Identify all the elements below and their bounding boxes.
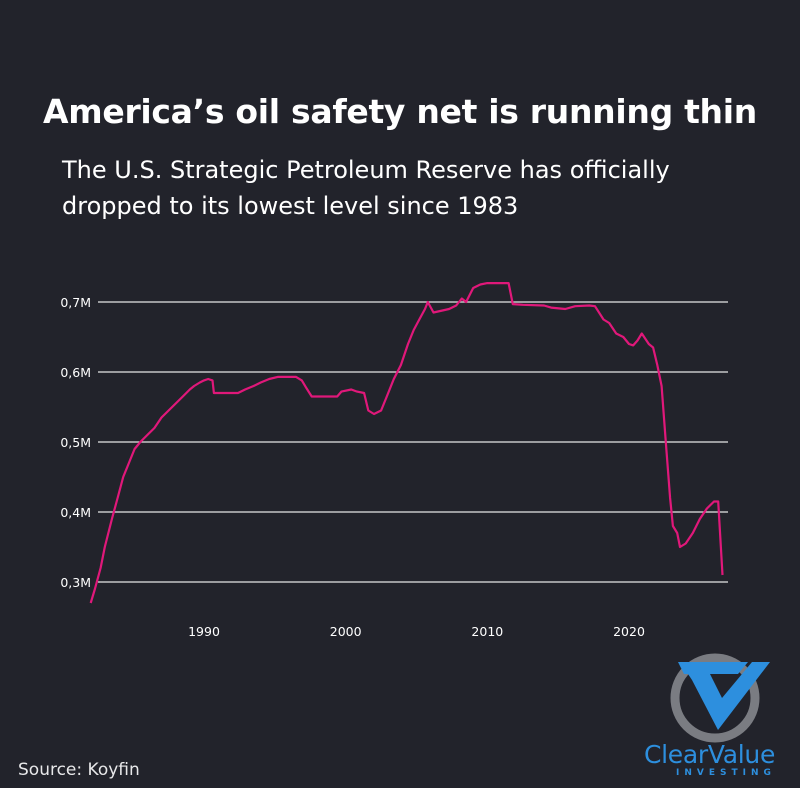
source-note: Source: Koyfin: [18, 760, 140, 780]
x-tick-label: 2010: [471, 624, 503, 639]
chart-title: America’s oil safety net is running thin: [43, 92, 757, 131]
subtitle-line-2: dropped to its lowest level since 1983: [62, 192, 519, 220]
y-tick-label: 0,7M: [60, 295, 91, 310]
clearvalue-logo-icon: [670, 653, 770, 743]
x-tick-label: 1990: [188, 624, 220, 639]
x-tick-label: 2020: [613, 624, 645, 639]
y-tick-label: 0,6M: [60, 365, 91, 380]
brand-tagline: INVESTING: [676, 768, 776, 778]
subtitle-line-1: The U.S. Strategic Petroleum Reserve has…: [62, 156, 670, 184]
y-tick-label: 0,5M: [60, 435, 91, 450]
brand-name: ClearValue: [644, 740, 776, 769]
series-line: [89, 282, 724, 604]
y-tick-label: 0,4M: [60, 505, 91, 520]
x-tick-label: 2000: [330, 624, 362, 639]
y-tick-label: 0,3M: [60, 575, 91, 590]
chart-subtitle: The U.S. Strategic Petroleum Reserve has…: [62, 152, 762, 224]
